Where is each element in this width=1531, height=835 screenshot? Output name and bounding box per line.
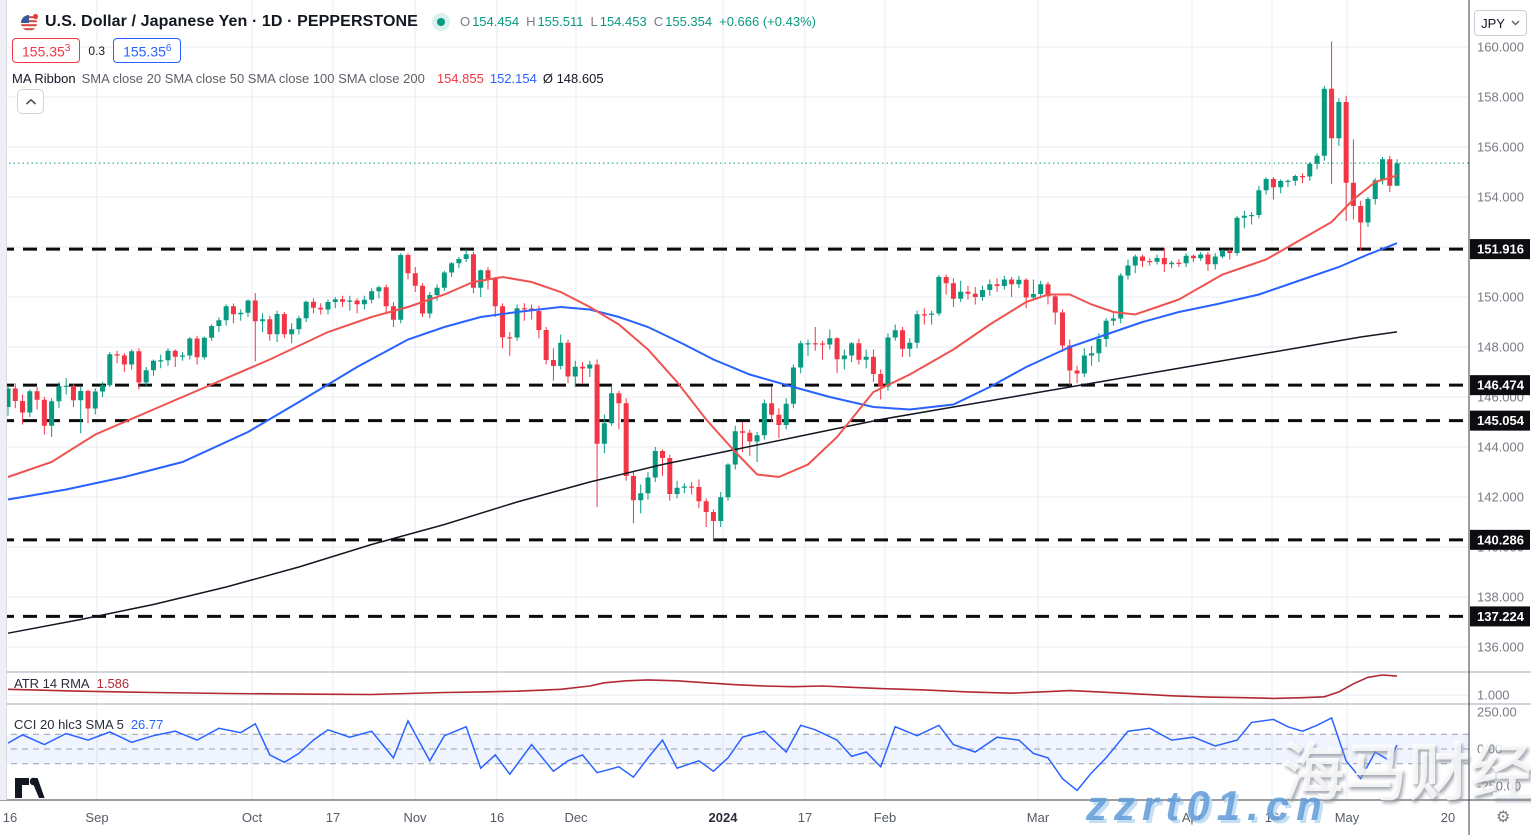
- tradingview-logo-icon[interactable]: [14, 776, 50, 805]
- grid-lines: [0, 0, 1469, 800]
- atr-name: ATR 14 RMA: [14, 676, 90, 691]
- svg-text:138.000: 138.000: [1477, 590, 1524, 605]
- svg-text:136.000: 136.000: [1477, 640, 1524, 655]
- svg-text:158.000: 158.000: [1477, 90, 1524, 105]
- cci-line: [7, 716, 1398, 792]
- svg-text:156.000: 156.000: [1477, 140, 1524, 155]
- atr-indicator-legend[interactable]: ATR 14 RMA 1.586: [14, 676, 129, 691]
- low-value: 154.453: [599, 14, 647, 29]
- low-label: L: [590, 14, 598, 29]
- ma-fast-value: 154.855: [436, 70, 484, 86]
- open-value: 154.454: [472, 14, 520, 29]
- bid-sup-digit: 3: [64, 42, 71, 54]
- svg-text:17: 17: [326, 810, 340, 825]
- buy-button[interactable]: 155.356: [113, 37, 182, 64]
- svg-text:151.916: 151.916: [1477, 242, 1524, 257]
- svg-text:-250.00: -250.00: [1477, 779, 1521, 794]
- high-value: 155.511: [537, 14, 584, 29]
- cci-indicator-legend[interactable]: CCI 20 hlc3 SMA 5 26.77: [14, 717, 163, 732]
- left-panel-edge[interactable]: [0, 0, 7, 800]
- atr-value: 1.586: [96, 676, 130, 691]
- ask-sup-digit: 6: [165, 42, 172, 54]
- svg-text:Nov: Nov: [403, 810, 427, 825]
- svg-text:250.00: 250.00: [1477, 705, 1517, 720]
- svg-text:145.054: 145.054: [1477, 413, 1525, 428]
- high-label: H: [526, 14, 536, 29]
- settings-gear-icon[interactable]: ⚙: [1496, 809, 1511, 826]
- svg-text:20: 20: [1441, 810, 1455, 825]
- cci-value: 26.77: [130, 717, 164, 732]
- candles: [5, 41, 1400, 541]
- svg-text:16: 16: [1265, 810, 1279, 825]
- atr-line: [7, 674, 1398, 700]
- svg-text:1.000: 1.000: [1477, 688, 1510, 703]
- ma-red-line: [7, 174, 1398, 479]
- ma-ribbon-name: MA Ribbon: [12, 70, 76, 86]
- svg-text:Apr: Apr: [1182, 810, 1203, 825]
- us-flag-icon: [20, 13, 39, 31]
- svg-text:Feb: Feb: [874, 810, 896, 825]
- svg-text:May: May: [1335, 810, 1360, 825]
- change-value: +0.666 (+0.43%): [719, 14, 816, 29]
- sell-button[interactable]: 155.353: [12, 37, 81, 64]
- close-value: 155.354: [665, 14, 713, 29]
- svg-text:Sep: Sep: [85, 810, 108, 825]
- spread-value: 0.3: [88, 43, 106, 58]
- svg-text:Oct: Oct: [242, 810, 263, 825]
- svg-text:16: 16: [490, 810, 504, 825]
- ma-ribbon-legend[interactable]: MA Ribbon SMA close 20 SMA close 50 SMA …: [12, 68, 604, 88]
- ma-average-value: Ø 148.605: [542, 70, 604, 86]
- market-open-dot-icon: [431, 12, 450, 31]
- svg-text:154.000: 154.000: [1477, 190, 1524, 205]
- ma-ribbon-params: SMA close 20 SMA close 50 SMA close 100 …: [81, 70, 425, 86]
- svg-text:17: 17: [798, 810, 812, 825]
- quote-row: 155.353 0.3 155.356: [12, 37, 182, 64]
- ma-black-line: [7, 331, 1398, 634]
- svg-text:160.000: 160.000: [1477, 40, 1524, 55]
- ma-slow-value: 152.154: [489, 70, 537, 86]
- svg-text:16: 16: [3, 810, 17, 825]
- svg-text:142.000: 142.000: [1477, 490, 1524, 505]
- symbol-header: U.S. Dollar / Japanese Yen · 1D · PEPPER…: [20, 9, 816, 34]
- svg-text:150.000: 150.000: [1477, 290, 1524, 305]
- collapse-legend-button[interactable]: [17, 89, 44, 114]
- key-level-lines: [0, 247, 1469, 618]
- svg-text:148.000: 148.000: [1477, 340, 1524, 355]
- close-label: C: [653, 14, 664, 29]
- open-label: O: [459, 14, 471, 29]
- price-axis-currency-button[interactable]: JPY: [1474, 10, 1527, 36]
- svg-text:140.286: 140.286: [1477, 532, 1524, 547]
- level-price-badges: 151.916 146.474 145.054 140.286 137.224: [1470, 239, 1530, 627]
- svg-text:Mar: Mar: [1027, 810, 1050, 825]
- symbol-title[interactable]: U.S. Dollar / Japanese Yen · 1D · PEPPER…: [45, 12, 418, 30]
- svg-text:137.224: 137.224: [1477, 609, 1525, 624]
- svg-text:2024: 2024: [709, 810, 739, 825]
- ma-blue-line: [7, 242, 1398, 501]
- cci-name: CCI 20 hlc3 SMA 5: [14, 717, 124, 732]
- time-axis[interactable]: 16 Sep Oct 17 Nov 16 Dec 2024 17 Feb Mar Apr 16 May 20: [3, 810, 1455, 825]
- svg-text:Dec: Dec: [564, 810, 588, 825]
- svg-text:0.00: 0.00: [1477, 742, 1502, 757]
- chevron-up-icon: [25, 98, 36, 105]
- ohlc-readout: O 154.454 H 155.511 L 154.453 C 155.354 …: [460, 14, 816, 29]
- currency-label: JPY: [1481, 15, 1505, 31]
- svg-text:144.000: 144.000: [1477, 440, 1524, 455]
- svg-text:146.474: 146.474: [1477, 378, 1525, 393]
- chevron-down-icon: [1511, 20, 1520, 26]
